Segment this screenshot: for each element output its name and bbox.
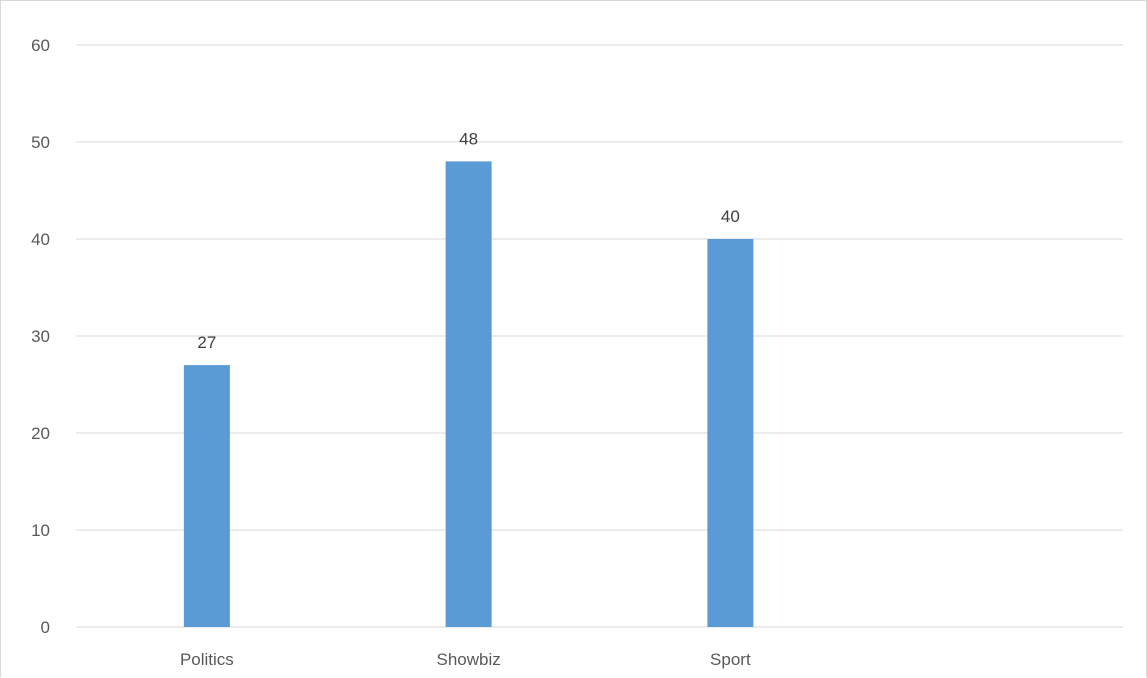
y-tick-label: 30: [31, 327, 50, 346]
y-axis-ticks: 0 10 20 30 40 50 60: [31, 36, 50, 637]
y-tick-label: 0: [41, 618, 50, 637]
data-label-showbiz: 48: [459, 129, 478, 148]
y-tick-label: 50: [31, 133, 50, 152]
y-tick-label: 60: [31, 36, 50, 55]
data-label-politics: 27: [197, 333, 216, 352]
x-axis-categories: Politics Showbiz Sport: [180, 650, 751, 669]
category-label-sport: Sport: [710, 650, 751, 669]
bar-politics: [183, 365, 230, 627]
gridlines: [76, 44, 1123, 628]
y-tick-label: 10: [31, 521, 50, 540]
bar-showbiz: [445, 161, 492, 627]
category-label-showbiz: Showbiz: [436, 650, 500, 669]
data-labels: 27 48 40: [197, 129, 739, 352]
y-tick-label: 20: [31, 424, 50, 443]
category-label-politics: Politics: [180, 650, 234, 669]
bars: [183, 161, 754, 627]
bar-sport: [707, 239, 754, 627]
y-tick-label: 40: [31, 230, 50, 249]
data-label-sport: 40: [721, 207, 740, 226]
